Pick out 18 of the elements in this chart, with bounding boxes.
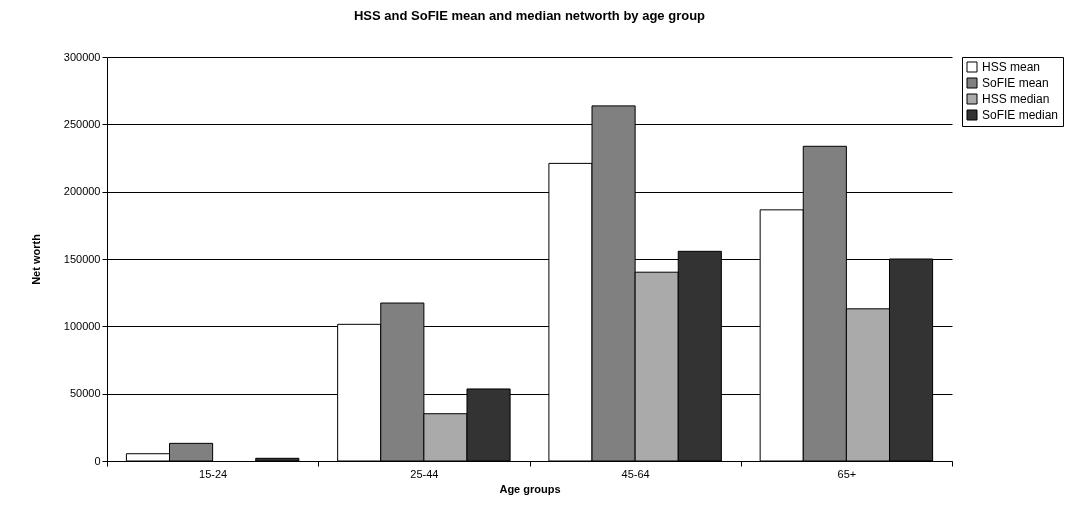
- x-tick-label: 45-64: [621, 467, 650, 480]
- legend-label: SoFIE median: [982, 108, 1059, 122]
- chart-title: HSS and SoFIE mean and median networth by age group: [353, 8, 706, 23]
- y-tick-label: 250000: [63, 117, 101, 130]
- legend-label: SoFIE mean: [982, 76, 1049, 90]
- x-axis-title: Age groups: [499, 482, 561, 495]
- legend-label: HSS mean: [982, 60, 1041, 74]
- y-tick-label: 50000: [69, 387, 101, 400]
- y-axis-title: Net worth: [29, 233, 42, 285]
- y-tick-label: 300000: [63, 50, 101, 63]
- y-tick-label: 0: [94, 454, 101, 467]
- y-tick-label: 150000: [63, 252, 101, 265]
- y-tick-label: 100000: [63, 319, 101, 332]
- x-tick-label: 65+: [837, 467, 857, 480]
- legend-label: HSS median: [982, 92, 1050, 106]
- x-tick-label: 15-24: [199, 467, 228, 480]
- x-tick-label: 25-44: [410, 467, 439, 480]
- y-tick-label: 200000: [63, 185, 101, 198]
